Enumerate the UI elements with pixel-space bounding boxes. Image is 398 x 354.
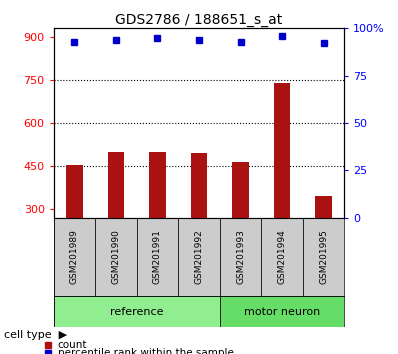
Text: GSM201992: GSM201992 [195,229,203,284]
Bar [137,218,178,296]
Bar [315,196,332,218]
Bar [220,218,261,296]
Text: count: count [58,340,87,350]
Text: reference: reference [110,307,164,316]
Bar [220,296,344,327]
Text: GSM201995: GSM201995 [319,229,328,284]
Text: GSM201990: GSM201990 [111,229,121,284]
Bar [95,218,137,296]
Text: GSM201989: GSM201989 [70,229,79,284]
Bar [54,296,220,327]
Bar [303,218,344,296]
Text: GSM201994: GSM201994 [277,229,287,284]
Bar [108,152,124,218]
Text: GSM201991: GSM201991 [153,229,162,284]
Bar [54,218,95,296]
Bar [66,165,83,218]
Text: cell type  ▶: cell type ▶ [4,330,67,340]
Bar [232,162,249,218]
Bar [261,218,303,296]
Bar [274,83,290,218]
Text: GSM201993: GSM201993 [236,229,245,284]
Text: percentile rank within the sample: percentile rank within the sample [58,348,234,354]
Bar [149,152,166,218]
Title: GDS2786 / 188651_s_at: GDS2786 / 188651_s_at [115,13,283,27]
Bar [191,153,207,218]
Text: motor neuron: motor neuron [244,307,320,316]
Bar [178,218,220,296]
